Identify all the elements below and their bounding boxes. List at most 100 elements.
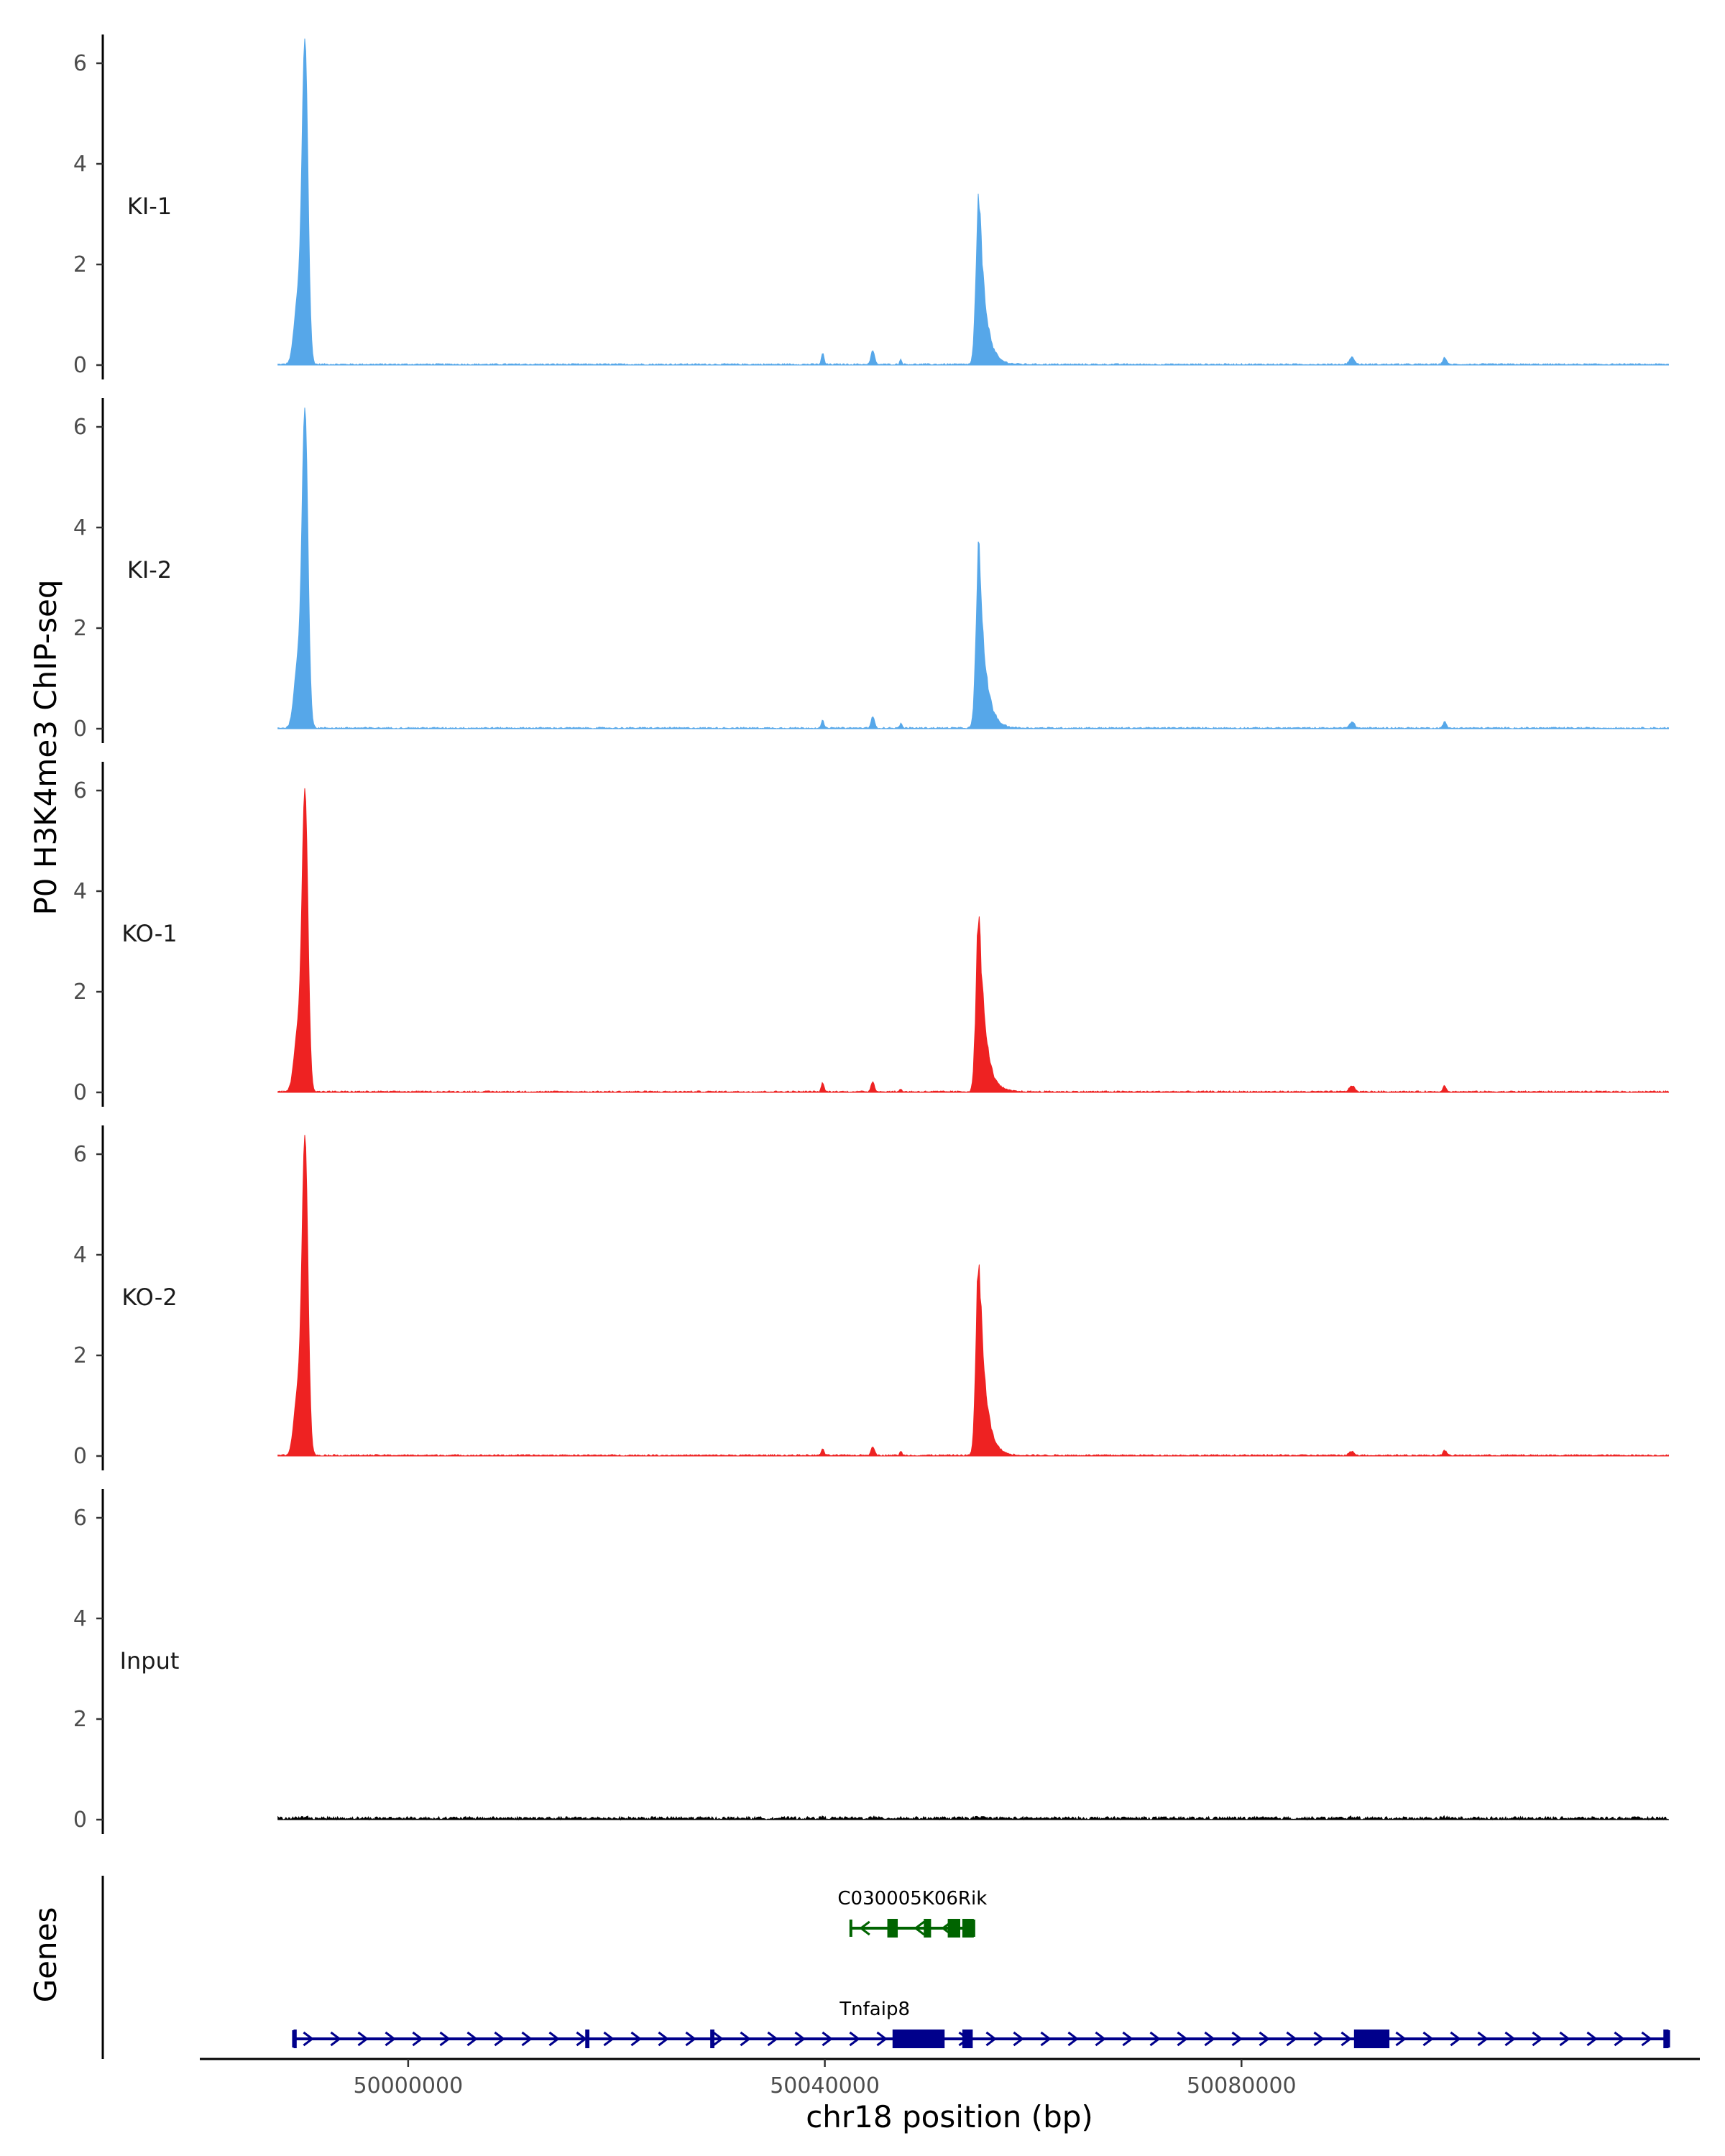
x-axis-title: chr18 position (bp) — [806, 2099, 1093, 2134]
y-tick-label: 2 — [73, 980, 87, 1005]
exon — [710, 2030, 714, 2048]
y-tick-label: 2 — [73, 616, 87, 641]
signal-area-ki-2 — [277, 407, 1669, 729]
strand-arrow-icon — [1013, 2031, 1024, 2047]
strand-arrow-icon — [1532, 2031, 1543, 2047]
y-tick-label: 2 — [73, 1707, 87, 1732]
strand-arrow-icon — [1422, 2031, 1434, 2047]
y-tick-label: 4 — [73, 1606, 87, 1631]
y-tick-label: 4 — [73, 515, 87, 540]
track-panel-ki-2: 0 2 4 6 KI-2 — [73, 398, 1669, 743]
y-tick-label: 6 — [73, 415, 87, 440]
strand-arrow-icon — [1177, 2031, 1188, 2047]
strand-arrow-icon — [849, 2031, 860, 2047]
strand-arrow-icon — [1259, 2031, 1270, 2047]
strand-arrow-icon — [1122, 2031, 1133, 2047]
strand-arrow-icon — [412, 2031, 423, 2047]
strand-arrow-icon — [466, 2031, 478, 2047]
y-tick-label: 2 — [73, 1343, 87, 1368]
track-label-ko-2: KO-2 — [121, 1284, 177, 1311]
track-panel-ko-1: 0 2 4 6 KO-1 — [73, 762, 1669, 1107]
track-label-ki-1: KI-1 — [127, 193, 172, 220]
y-tick-label: 4 — [73, 152, 87, 177]
exon — [1353, 2030, 1390, 2048]
gene-c030005k06rik: C030005K06Rik — [837, 1888, 987, 1938]
strand-arrow-icon — [521, 2031, 533, 2047]
genes-panel: C030005K06Rik Tnfaip8 — [101, 1876, 1670, 2059]
gene-label: Tnfaip8 — [839, 1999, 910, 2020]
strand-arrow-icon — [1641, 2031, 1652, 2047]
y-tick-label: 6 — [73, 1142, 87, 1167]
strand-arrow-icon — [1313, 2031, 1325, 2047]
strand-arrow-icon — [822, 2031, 833, 2047]
signal-area-ko-1 — [277, 788, 1669, 1093]
strand-arrow-icon — [1504, 2031, 1516, 2047]
exon — [293, 2030, 297, 2048]
strand-arrow-icon — [712, 2031, 724, 2047]
gene-label: C030005K06Rik — [837, 1888, 987, 1909]
y-tick-label: 4 — [73, 1243, 87, 1268]
strand-arrow-icon — [985, 2031, 997, 2047]
exon — [924, 1919, 932, 1938]
exon — [1663, 2030, 1669, 2048]
strand-arrow-icon — [1231, 2031, 1243, 2047]
track-label-ko-1: KO-1 — [121, 920, 177, 947]
strand-arrow-icon — [1340, 2031, 1352, 2047]
strand-arrow-icon — [1149, 2031, 1161, 2047]
strand-arrow-icon — [685, 2031, 696, 2047]
strand-arrow-icon — [303, 2031, 314, 2047]
strand-arrow-icon — [876, 2031, 888, 2047]
x-tick-label: 50040000 — [770, 2073, 880, 2099]
strand-arrow-icon — [1286, 2031, 1297, 2047]
strand-arrow-icon — [1559, 2031, 1570, 2047]
x-tick-label: 50080000 — [1187, 2073, 1297, 2099]
exon — [962, 1919, 974, 1938]
strand-arrow-icon — [1586, 2031, 1598, 2047]
strand-arrow-icon — [1395, 2031, 1407, 2047]
y-tick-label: 0 — [73, 353, 87, 378]
strand-arrow-icon — [548, 2031, 560, 2047]
track-panel-ki-1: 0 2 4 6 KI-1 — [73, 34, 1669, 379]
strand-arrow-icon — [603, 2031, 615, 2047]
tracks-layer: 0 2 4 6 KI-1 0 2 4 6 KI-2 0 2 4 6 KO-1 0 2 4 6 KO-2 0 2 4 6 Inpu… — [73, 34, 1669, 1834]
exon — [887, 1919, 898, 1938]
exon — [585, 2030, 590, 2048]
strand-arrow-icon — [658, 2031, 669, 2047]
strand-arrow-icon — [740, 2031, 751, 2047]
exon — [892, 2030, 945, 2048]
track-panel-ko-2: 0 2 4 6 KO-2 — [73, 1125, 1669, 1470]
strand-arrow-icon — [1040, 2031, 1052, 2047]
signal-area-ko-2 — [277, 1135, 1669, 1457]
y-tick-label: 6 — [73, 778, 87, 803]
y-tick-label: 6 — [73, 51, 87, 76]
strand-arrow-icon — [630, 2031, 642, 2047]
strand-arrow-icon — [1477, 2031, 1489, 2047]
strand-arrow-icon — [330, 2031, 341, 2047]
y-tick-label: 0 — [73, 717, 87, 742]
strand-arrow-icon — [794, 2031, 806, 2047]
track-label-input: Input — [120, 1647, 180, 1674]
y-tick-label: 0 — [73, 1080, 87, 1105]
y-tick-label: 4 — [73, 879, 87, 904]
signal-area-input — [277, 1815, 1669, 1821]
strand-arrow-icon — [1095, 2031, 1106, 2047]
strand-arrow-icon — [914, 1920, 925, 1936]
y-tick-label: 0 — [73, 1807, 87, 1833]
exon — [962, 2030, 973, 2048]
y-tick-label: 2 — [73, 252, 87, 277]
y-axis-title: P0 H3K4me3 ChIP-seq — [28, 579, 63, 915]
strand-arrow-icon — [1204, 2031, 1215, 2047]
x-tick-label: 50000000 — [354, 2073, 464, 2099]
strand-arrow-icon — [1450, 2031, 1461, 2047]
x-axis: 50000000 50040000 50080000 — [200, 2058, 1700, 2099]
strand-arrow-icon — [859, 1920, 870, 1936]
strand-arrow-icon — [439, 2031, 451, 2047]
strand-arrow-icon — [385, 2031, 396, 2047]
strand-arrow-icon — [494, 2031, 505, 2047]
signal-area-ki-1 — [277, 38, 1669, 366]
strand-arrow-icon — [1067, 2031, 1079, 2047]
strand-arrow-icon — [357, 2031, 369, 2047]
strand-arrow-icon — [767, 2031, 778, 2047]
